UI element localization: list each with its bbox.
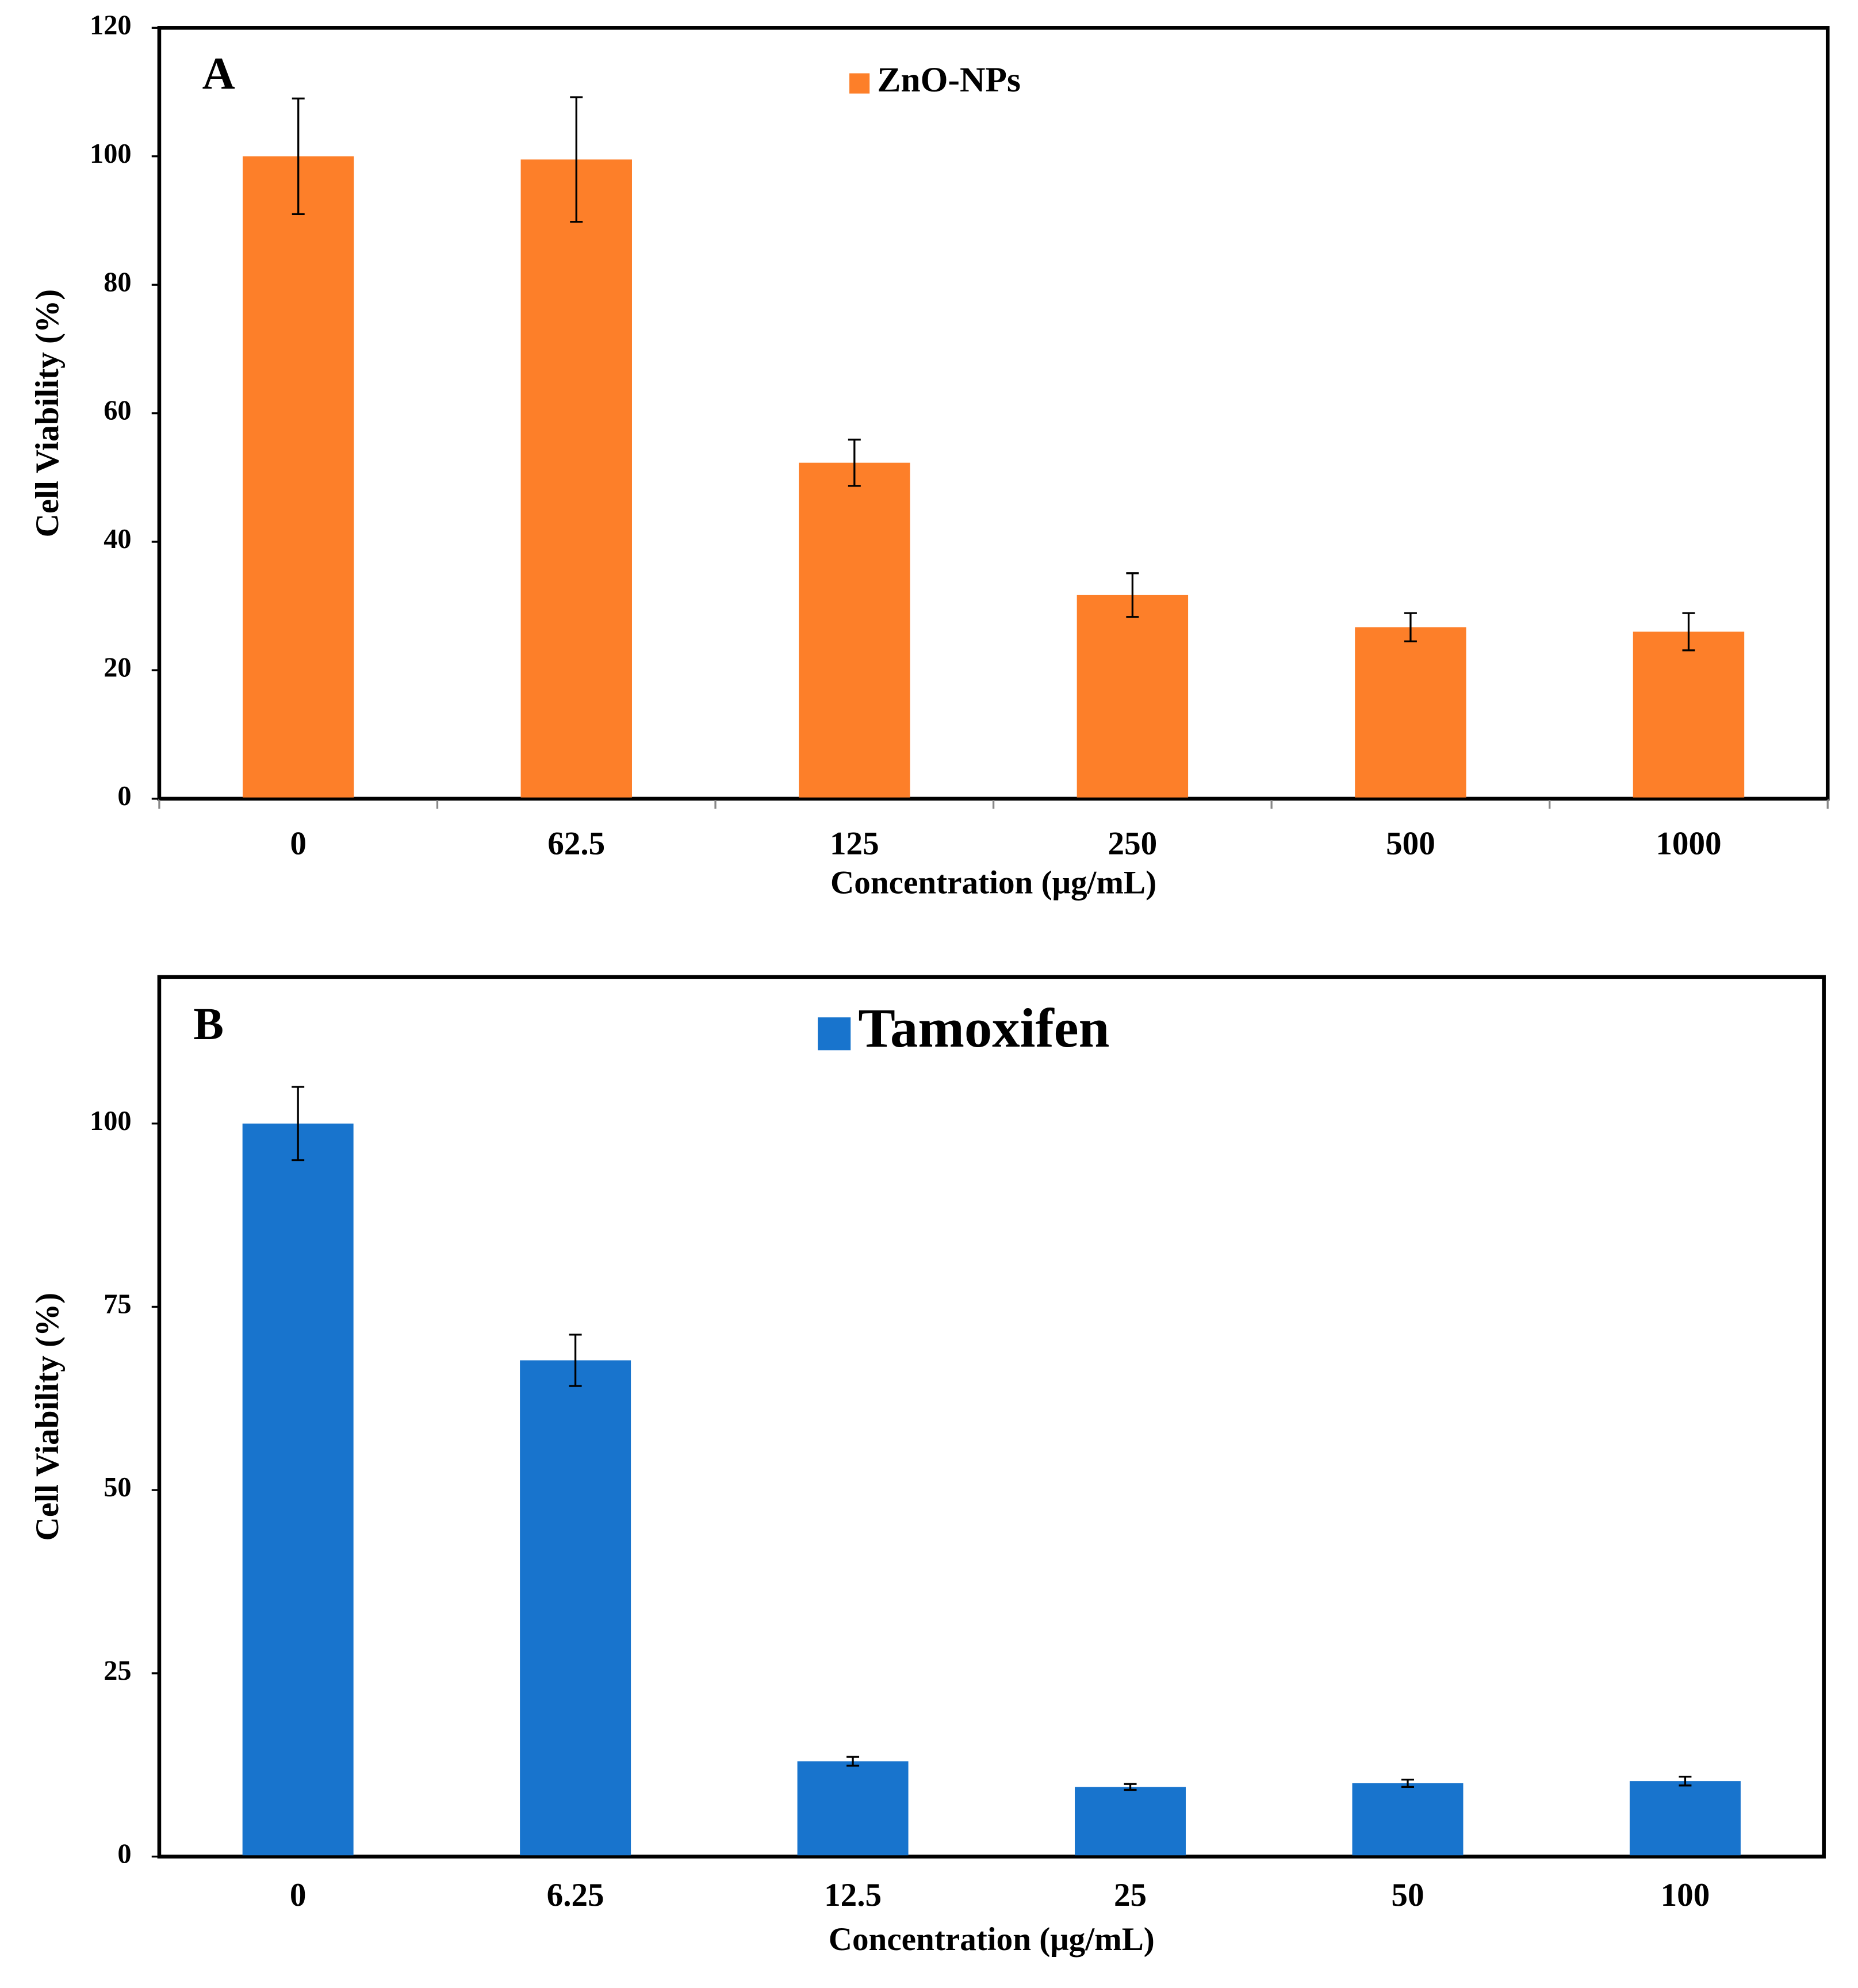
legend-swatch — [818, 1017, 851, 1051]
y-tick-label: 80 — [104, 267, 131, 297]
x-axis-title: Concentration (μg/mL) — [830, 865, 1156, 901]
y-tick-label: 0 — [117, 781, 131, 811]
x-tick-label: 0 — [290, 826, 307, 862]
bar — [243, 156, 354, 799]
bar — [799, 462, 910, 799]
bar — [520, 1360, 631, 1857]
panel-label: B — [193, 999, 224, 1049]
bar — [1355, 627, 1466, 799]
legend-label: ZnO-NPs — [877, 60, 1021, 99]
y-tick-label: 100 — [90, 139, 132, 169]
bar — [1629, 1781, 1741, 1857]
y-tick-label: 50 — [104, 1472, 131, 1503]
x-tick-label: 6.25 — [547, 1877, 604, 1913]
panel-label: A — [202, 48, 235, 99]
error-bar — [1679, 1775, 1692, 1787]
x-tick-label: 50 — [1391, 1877, 1424, 1913]
error-bar — [1682, 612, 1695, 652]
x-tick-label: 1000 — [1656, 826, 1721, 862]
error-bar — [292, 97, 305, 215]
y-tick-label: 25 — [104, 1656, 131, 1686]
error-bar — [292, 1086, 305, 1162]
y-tick-label: 0 — [117, 1839, 131, 1870]
bar — [520, 159, 632, 799]
legend-label: Tamoxifen — [858, 997, 1109, 1059]
x-tick-label: 500 — [1386, 826, 1435, 862]
x-tick-label: 25 — [1114, 1877, 1147, 1913]
plot-frame — [157, 26, 1830, 801]
y-axis-title: Cell Viability (%) — [29, 289, 66, 538]
x-tick-label: 100 — [1661, 1877, 1710, 1913]
y-tick-label: 40 — [104, 524, 131, 554]
error-bar — [1126, 572, 1139, 618]
bar — [1352, 1783, 1464, 1857]
bar — [1075, 1787, 1186, 1857]
legend-swatch — [849, 73, 870, 94]
bar — [1077, 595, 1189, 799]
error-bar — [1124, 1783, 1137, 1791]
y-tick-label: 20 — [104, 653, 131, 683]
y-axis-title: Cell Viability (%) — [29, 1293, 66, 1541]
x-axis-title: Concentration (μg/mL) — [829, 1921, 1155, 1958]
x-tick-label: 62.5 — [547, 826, 605, 862]
x-tick-label: 125 — [830, 826, 879, 862]
x-tick-label: 0 — [290, 1877, 307, 1913]
y-tick-label: 60 — [104, 396, 131, 426]
error-bar — [848, 438, 861, 487]
error-bar — [1401, 1778, 1414, 1788]
y-tick-label: 120 — [90, 10, 132, 40]
error-bar — [1404, 612, 1417, 642]
y-tick-label: 75 — [104, 1289, 131, 1320]
x-tick-label: 12.5 — [824, 1877, 882, 1913]
bar — [1633, 631, 1745, 799]
error-bar — [569, 1334, 582, 1387]
bar — [797, 1761, 909, 1857]
error-bar — [846, 1756, 860, 1767]
y-tick-label: 100 — [90, 1106, 132, 1136]
error-bar — [570, 96, 583, 223]
plot-frame — [157, 975, 1826, 1859]
x-tick-label: 250 — [1108, 826, 1158, 862]
bar — [242, 1123, 354, 1857]
